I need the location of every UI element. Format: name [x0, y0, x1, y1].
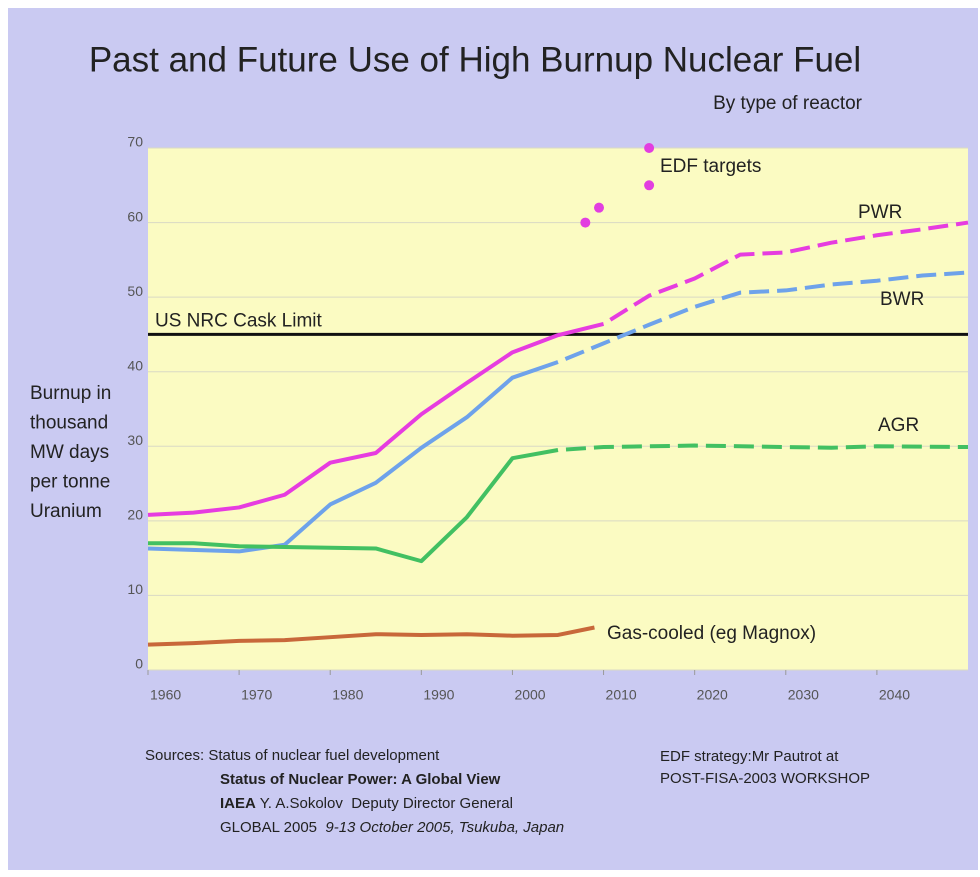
- y-tick-label: 70: [127, 134, 143, 150]
- source-segment: Status of Nuclear Power: A Global View: [220, 771, 501, 788]
- chart-subtitle: By type of reactor: [713, 93, 863, 114]
- source-line: Sources: Status of nuclear fuel developm…: [145, 747, 440, 764]
- x-tick-label: 2020: [697, 687, 728, 703]
- y-axis-label: per tonne: [30, 472, 110, 493]
- source-segment: 9-13 October 2005, Tsukuba, Japan: [325, 819, 564, 836]
- source-segment: Sources: Status of nuclear fuel developm…: [145, 747, 440, 764]
- x-tick-label: 2000: [514, 687, 545, 703]
- x-tick-label: 2040: [879, 687, 910, 703]
- series-label: Gas-cooled (eg Magnox): [607, 623, 816, 644]
- source-line: GLOBAL 2005 9-13 October 2005, Tsukuba, …: [220, 819, 564, 836]
- series-line: [147, 625, 595, 647]
- source-segment: Y. A.Sokolov Deputy Director General: [256, 795, 513, 812]
- x-tick-label: 1980: [332, 687, 363, 703]
- scatter-label: EDF targets: [660, 156, 761, 177]
- series-label: AGR: [878, 415, 919, 436]
- y-tick-label: 0: [135, 656, 143, 672]
- source-segment: IAEA: [220, 795, 256, 812]
- target-point: [580, 217, 591, 228]
- y-tick-label: 20: [127, 507, 143, 523]
- y-tick-label: 60: [127, 208, 143, 224]
- x-tick-label: 1990: [423, 687, 454, 703]
- source-line: IAEA Y. A.Sokolov Deputy Director Genera…: [220, 795, 513, 812]
- series-line: [148, 443, 969, 564]
- y-tick-label: 10: [127, 581, 143, 597]
- plot-area: [148, 148, 968, 670]
- y-tick-label: 50: [127, 283, 143, 299]
- source-segment: GLOBAL 2005: [220, 819, 325, 836]
- y-axis-label: Burnup in: [30, 383, 111, 404]
- y-axis-label: Uranium: [30, 501, 102, 522]
- series-line: [147, 270, 969, 554]
- reference-label: US NRC Cask Limit: [155, 310, 323, 331]
- x-tick-label: 2010: [606, 687, 637, 703]
- y-axis-label: thousand: [30, 413, 108, 434]
- chart-title: Past and Future Use of High Burnup Nucle…: [89, 40, 861, 79]
- target-point: [594, 202, 604, 213]
- series-label: BWR: [880, 289, 924, 310]
- y-tick-label: 30: [127, 432, 143, 448]
- y-tick-label: 40: [127, 357, 143, 373]
- edf-note: EDF strategy:Mr Pautrot at: [660, 748, 839, 765]
- series-line: [147, 220, 969, 517]
- target-point: [644, 180, 655, 191]
- x-tick-label: 1960: [150, 687, 181, 703]
- x-tick-label: 2030: [788, 687, 819, 703]
- edf-note: POST-FISA-2003 WORKSHOP: [660, 770, 870, 787]
- y-axis-label: MW days: [30, 442, 109, 463]
- source-line: Status of Nuclear Power: A Global View: [220, 771, 501, 788]
- series-label: PWR: [858, 202, 902, 223]
- target-point: [644, 143, 655, 153]
- x-tick-label: 1970: [241, 687, 272, 703]
